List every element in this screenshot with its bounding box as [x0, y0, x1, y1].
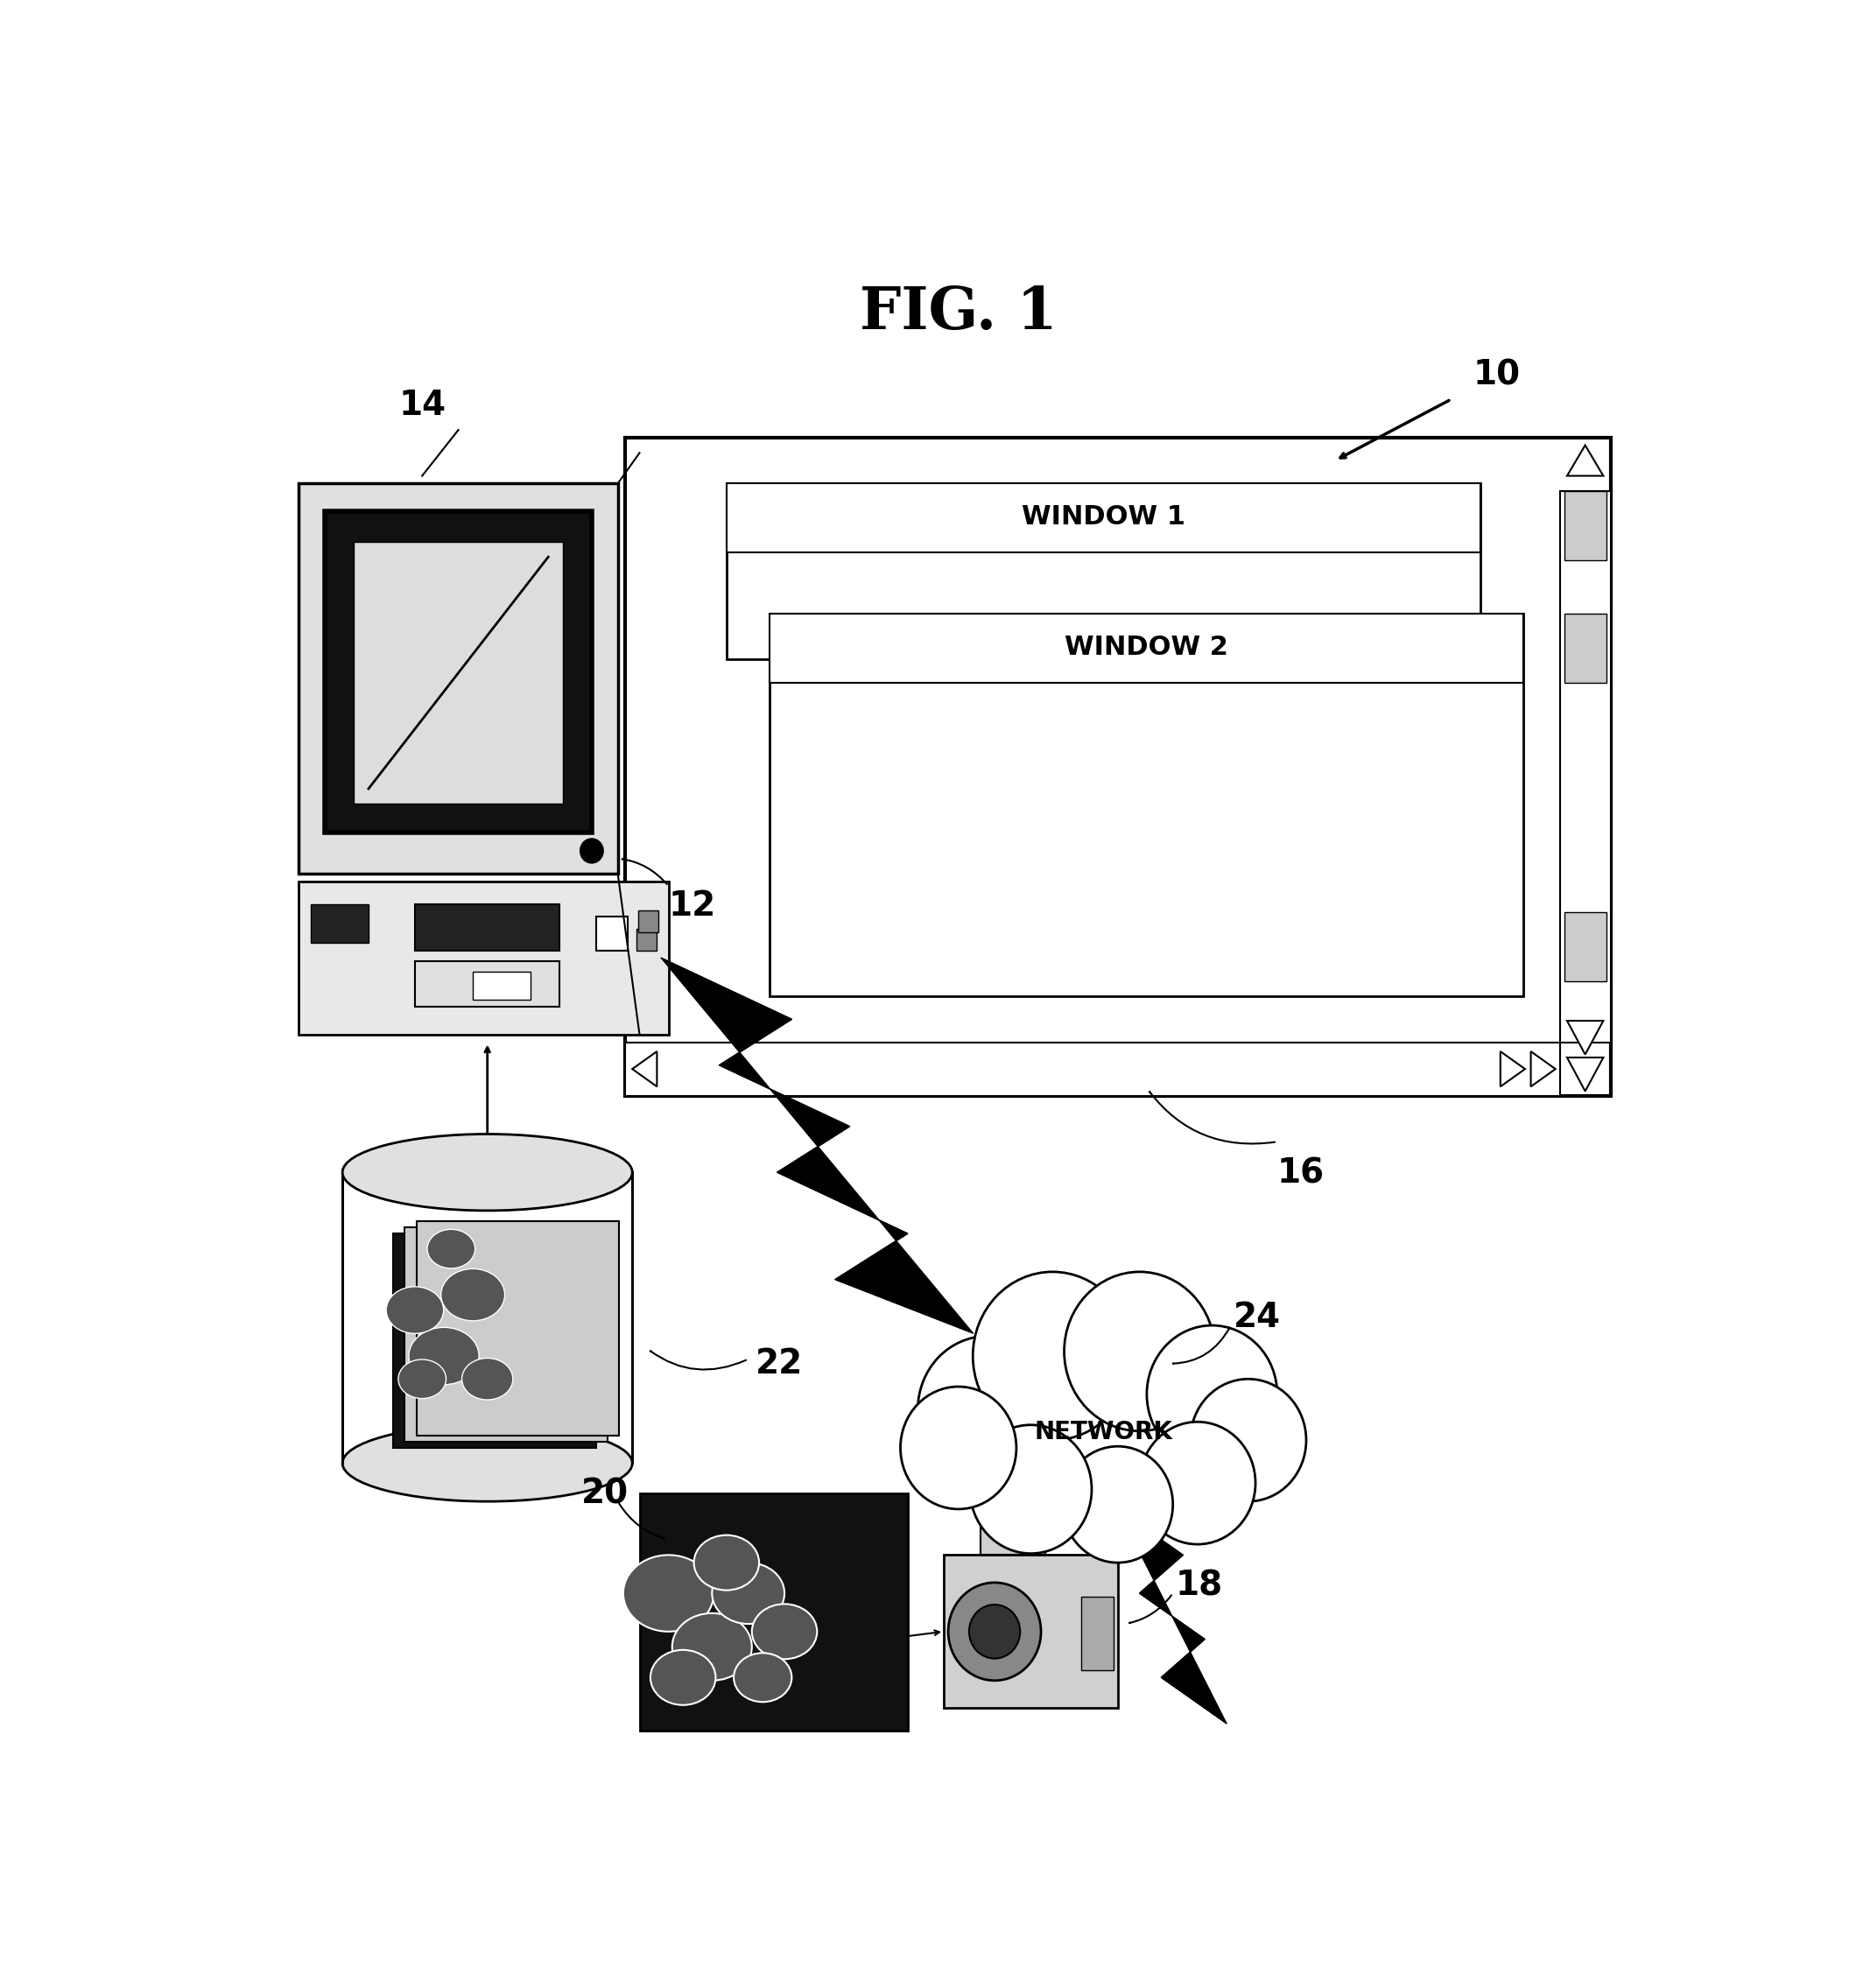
FancyBboxPatch shape [417, 1221, 619, 1435]
FancyBboxPatch shape [980, 1527, 1045, 1555]
Ellipse shape [671, 1612, 752, 1680]
Text: 22: 22 [755, 1348, 802, 1380]
FancyBboxPatch shape [393, 1233, 597, 1447]
Circle shape [971, 1425, 1092, 1553]
FancyBboxPatch shape [638, 911, 658, 932]
Circle shape [1189, 1380, 1305, 1501]
Text: 20: 20 [582, 1477, 628, 1511]
Text: WINDOW 2: WINDOW 2 [1066, 634, 1229, 660]
FancyBboxPatch shape [415, 905, 559, 950]
Polygon shape [1567, 445, 1603, 475]
FancyArrowPatch shape [1172, 1328, 1230, 1364]
FancyBboxPatch shape [636, 928, 656, 950]
Ellipse shape [942, 1302, 1277, 1547]
Text: 18: 18 [1176, 1569, 1223, 1602]
Ellipse shape [651, 1650, 716, 1706]
FancyBboxPatch shape [770, 614, 1524, 996]
Ellipse shape [342, 1425, 632, 1501]
FancyArrowPatch shape [1129, 1594, 1171, 1622]
FancyBboxPatch shape [299, 881, 669, 1034]
FancyBboxPatch shape [625, 1042, 1560, 1095]
Text: FIG. 1: FIG. 1 [860, 284, 1057, 342]
FancyBboxPatch shape [1563, 912, 1606, 980]
Polygon shape [662, 958, 972, 1334]
Circle shape [1146, 1326, 1277, 1463]
Text: 10: 10 [1474, 358, 1520, 392]
FancyBboxPatch shape [1563, 491, 1606, 561]
Text: 12: 12 [669, 889, 716, 922]
FancyBboxPatch shape [944, 1555, 1118, 1708]
Circle shape [969, 1604, 1021, 1658]
Circle shape [901, 1388, 1017, 1509]
FancyArrowPatch shape [651, 1352, 746, 1370]
FancyArrowPatch shape [1150, 1091, 1275, 1143]
FancyBboxPatch shape [727, 483, 1481, 553]
FancyBboxPatch shape [342, 1173, 632, 1463]
Ellipse shape [623, 1555, 714, 1632]
Ellipse shape [712, 1563, 785, 1624]
Ellipse shape [398, 1360, 447, 1398]
Circle shape [1062, 1447, 1172, 1563]
Ellipse shape [342, 1133, 632, 1211]
FancyBboxPatch shape [353, 541, 563, 803]
Circle shape [918, 1336, 1057, 1483]
Ellipse shape [441, 1268, 505, 1320]
FancyBboxPatch shape [640, 1493, 907, 1732]
Polygon shape [1532, 1052, 1556, 1087]
FancyBboxPatch shape [415, 960, 559, 1008]
Text: 14: 14 [398, 390, 445, 421]
Ellipse shape [462, 1358, 512, 1400]
FancyBboxPatch shape [473, 972, 531, 1000]
FancyBboxPatch shape [727, 483, 1481, 660]
Ellipse shape [410, 1328, 479, 1384]
Ellipse shape [694, 1535, 759, 1590]
Text: WINDOW 1: WINDOW 1 [1021, 505, 1186, 531]
Polygon shape [1118, 1509, 1227, 1724]
Ellipse shape [733, 1652, 791, 1702]
Text: 24: 24 [1234, 1300, 1281, 1334]
FancyBboxPatch shape [770, 614, 1524, 682]
FancyBboxPatch shape [299, 483, 617, 875]
Circle shape [580, 839, 604, 863]
FancyBboxPatch shape [1563, 614, 1606, 682]
Text: 16: 16 [1277, 1157, 1324, 1191]
Polygon shape [632, 1052, 656, 1087]
Circle shape [972, 1272, 1133, 1439]
FancyBboxPatch shape [404, 1227, 608, 1441]
FancyBboxPatch shape [325, 511, 591, 833]
Polygon shape [1567, 1020, 1603, 1054]
Polygon shape [1500, 1052, 1526, 1087]
Circle shape [948, 1582, 1042, 1680]
Text: NETWORK: NETWORK [1034, 1419, 1172, 1445]
Circle shape [1064, 1272, 1215, 1431]
Polygon shape [1567, 1058, 1603, 1091]
FancyArrowPatch shape [619, 1503, 664, 1539]
FancyBboxPatch shape [625, 437, 1610, 1095]
FancyArrowPatch shape [623, 859, 668, 885]
FancyBboxPatch shape [310, 905, 368, 942]
Ellipse shape [387, 1286, 443, 1334]
Ellipse shape [426, 1229, 475, 1268]
Ellipse shape [752, 1604, 817, 1660]
FancyBboxPatch shape [597, 916, 628, 950]
FancyBboxPatch shape [1081, 1596, 1113, 1670]
FancyBboxPatch shape [1560, 491, 1610, 1042]
Circle shape [1139, 1421, 1255, 1545]
